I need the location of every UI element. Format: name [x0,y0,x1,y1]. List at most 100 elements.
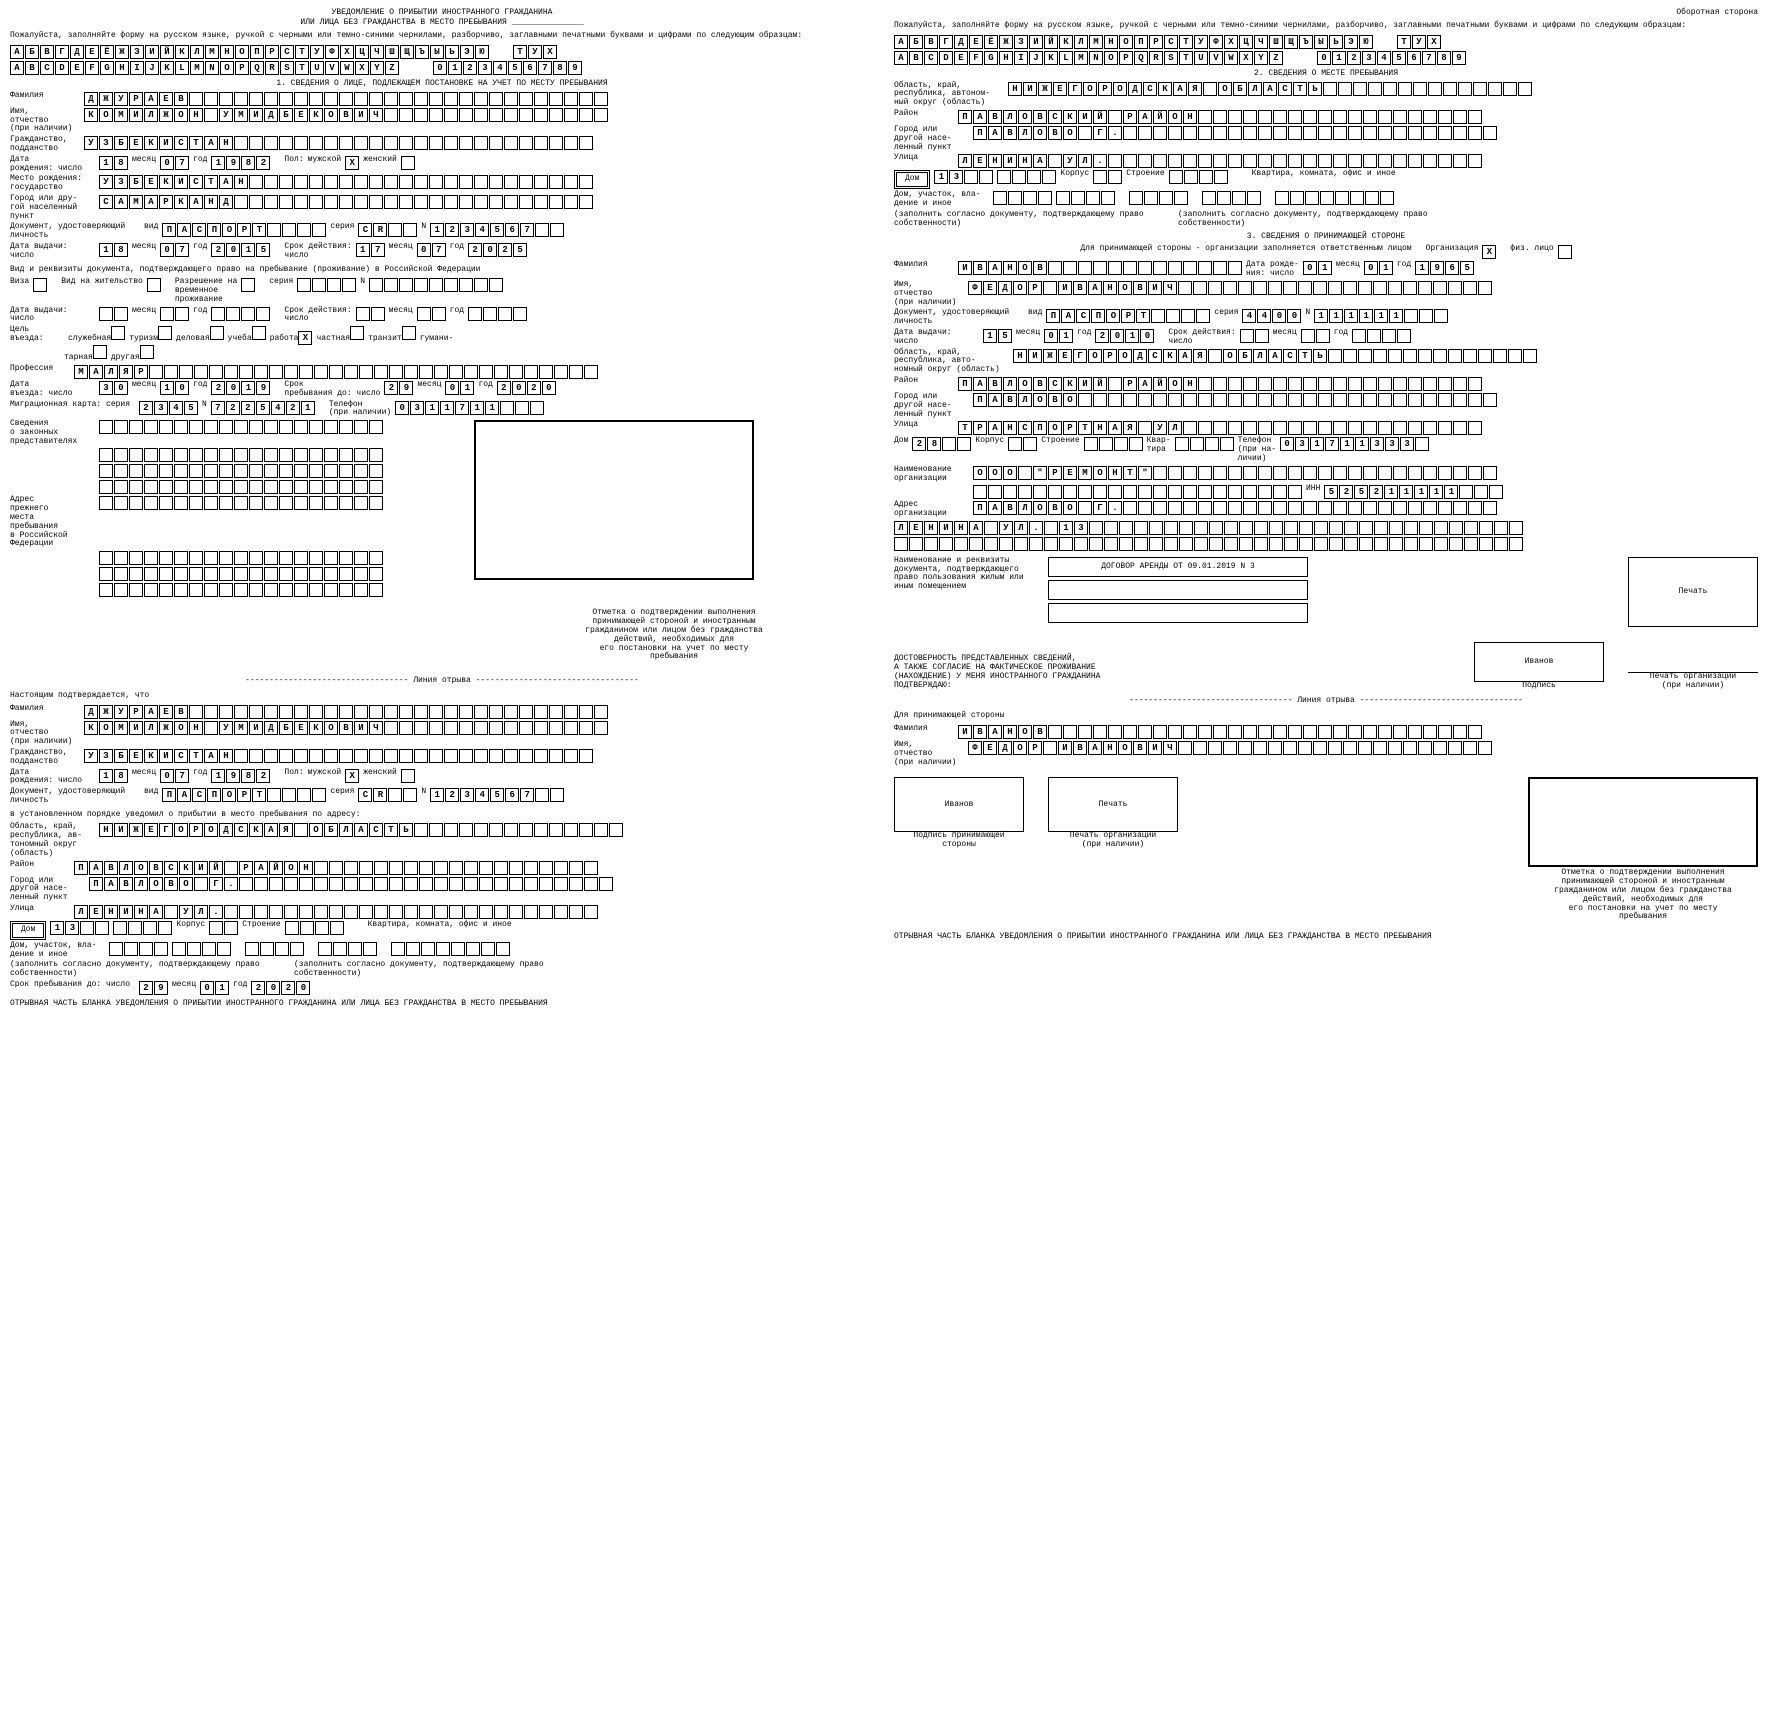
stamp-box-2: Печать [1628,557,1758,627]
cell [1393,154,1407,168]
cell [534,175,548,189]
cell: С [358,223,372,237]
cell: Н [1103,281,1117,295]
cell [1258,154,1272,168]
cell: T [1179,51,1193,65]
cell: К [144,136,158,150]
cell [1408,154,1422,168]
cell [144,448,158,462]
cell: Ё [984,35,998,49]
cell [1129,191,1143,205]
chk-female [401,156,415,170]
cell [1183,725,1197,739]
cell [1144,191,1158,205]
cell [444,136,458,150]
cell: Л [144,108,158,122]
cell: 3 [99,381,113,395]
cell [429,749,443,763]
cell [519,136,533,150]
cell: А [104,877,118,891]
cell [534,823,548,837]
cell: К [309,721,323,735]
cell [444,721,458,735]
cell [264,92,278,106]
cell: 2 [281,981,295,995]
field-name: КОМИЛЖОНУМИДБЕКОВИЧ [84,108,608,122]
cell: Г [939,35,953,49]
cell [1453,110,1467,124]
cell [369,195,383,209]
cell [1288,421,1302,435]
cell [1393,421,1407,435]
cell: 7 [211,401,225,415]
cell [327,278,341,292]
cell [1380,191,1394,205]
cell [1468,377,1482,391]
cell [189,92,203,106]
cell [1328,741,1342,755]
cell [1348,110,1362,124]
cell: П [973,393,987,407]
cell [194,365,208,379]
cell [234,195,248,209]
cell [519,721,533,735]
cell [404,905,418,919]
cell: Х [340,45,354,59]
cell: Н [1003,725,1017,739]
cell: О [1113,82,1127,96]
cell [226,307,240,321]
cell: 1 [1415,261,1429,275]
cell [1453,393,1467,407]
cell: 1 [430,223,444,237]
cell: U [310,61,324,75]
cell: А [973,110,987,124]
cell [187,942,201,956]
cell: H [999,51,1013,65]
cell [479,861,493,875]
cell [374,365,388,379]
cell [234,749,248,763]
cell: П [958,377,972,391]
cell: П [207,788,221,802]
cell: Б [324,823,338,837]
cell [1253,741,1267,755]
cell [504,823,518,837]
cell [1119,521,1133,535]
cell [339,480,353,494]
cell [564,749,578,763]
cell: Р [973,421,987,435]
cell: 2 [226,401,240,415]
cell: L [175,61,189,75]
cell [114,567,128,581]
cell [234,583,248,597]
cell: 1 [1389,309,1403,323]
cell [174,567,188,581]
cell [1149,521,1163,535]
cell: С [1018,421,1032,435]
cell: Р [189,823,203,837]
cell: Н [204,195,218,209]
cell: Г [55,45,69,59]
cell: 5 [1460,261,1474,275]
cell [1434,537,1448,551]
cell: 9 [399,381,413,395]
cell [1303,154,1317,168]
cell [504,136,518,150]
cell [429,108,443,122]
cell [564,175,578,189]
cell [1374,521,1388,535]
cell [1228,501,1242,515]
cell [979,170,993,184]
cell [1373,741,1387,755]
cell: Л [1018,126,1032,140]
cell [1378,466,1392,480]
cell: К [1063,110,1077,124]
cell [1397,329,1411,343]
cell: 1 [1329,309,1343,323]
cell: 1 [1429,485,1443,499]
cell: Н [1003,421,1017,435]
cell: 3 [410,401,424,415]
cell [539,861,553,875]
cell [1288,393,1302,407]
cell [494,365,508,379]
